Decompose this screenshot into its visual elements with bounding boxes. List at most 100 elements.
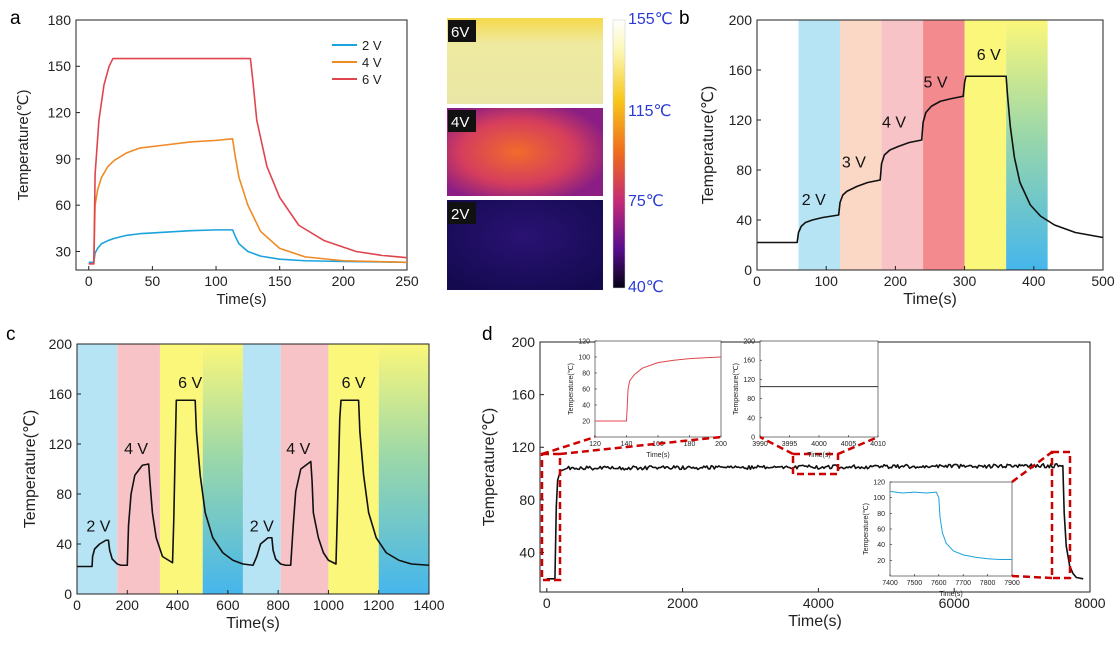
band-5: [281, 344, 329, 594]
x-axis-label: Time(s): [788, 613, 842, 630]
y-tick-label: 60: [55, 197, 71, 213]
thermal-label-2v: 2V: [451, 206, 469, 223]
y-tick-label: 200: [743, 338, 755, 345]
series-line-4v: [89, 139, 407, 264]
y-tick-label: 160: [729, 62, 753, 78]
thermal-label-6v: 6V: [451, 24, 469, 41]
x-tick-label: 0: [73, 597, 81, 613]
panel-label-a: a: [10, 8, 21, 29]
y-axis-label: Temperature(℃): [15, 89, 32, 200]
band-3: [923, 20, 965, 270]
panel-label-d: d: [482, 324, 493, 345]
x-tick-label: 2000: [667, 595, 698, 611]
x-tick-label: 200: [116, 597, 140, 613]
x-tick-label: 1000: [313, 597, 344, 613]
band-7: [379, 344, 429, 594]
connector-line: [1012, 576, 1052, 578]
inset-background: [595, 341, 721, 437]
x-axis-label: Time(s): [226, 615, 280, 632]
inset-chart-1: 120 140 160 180 20020406080100120Time(s)Temp…: [568, 338, 727, 459]
x-tick-label: 0: [543, 595, 551, 611]
y-tick-label: 120: [873, 479, 885, 486]
y-tick-label: 80: [519, 492, 535, 508]
x-tick-label: 7900: [1004, 580, 1020, 587]
x-tick-label: 4010: [870, 441, 886, 448]
voltage-annotation: 2 V: [86, 519, 110, 536]
x-tick-label: 100: [204, 273, 228, 289]
band-0: [799, 20, 841, 270]
y-tick-label: 120: [512, 439, 536, 455]
x-tick-label: 500: [1091, 273, 1115, 289]
y-tick-label: 120: [729, 112, 753, 128]
y-tick-label: 80: [747, 396, 755, 403]
voltage-annotation: 3 V: [842, 155, 866, 172]
voltage-annotation: 6 V: [977, 47, 1001, 64]
inset-background: [890, 482, 1012, 576]
y-tick-label: 90: [55, 151, 71, 167]
y-tick-label: 20: [582, 418, 590, 425]
x-tick-label: 4000: [811, 441, 827, 448]
x-axis-label: Time(s): [646, 452, 669, 459]
y-tick-label: 120: [743, 377, 755, 384]
x-tick-label: 7500: [907, 580, 923, 587]
x-tick-label: 3995: [782, 441, 798, 448]
voltage-annotation: 6 V: [178, 375, 202, 392]
voltage-annotation: 5 V: [924, 75, 948, 92]
highlight-box-end: [1052, 452, 1070, 578]
y-tick-label: 60: [582, 386, 590, 393]
panel-label-b: b: [679, 8, 690, 29]
y-tick-label: 160: [512, 387, 536, 403]
x-tick-label: 0: [85, 273, 93, 289]
y-axis-label: Temperature(℃): [863, 503, 870, 555]
voltage-annotation: 6 V: [342, 375, 366, 392]
chart-panel-d: 0 2000 4000 6000 80004080120160200Time(s)Tem…: [481, 334, 1106, 630]
chart-panel-b: 0 100 200 300 400 50004080120160200Time(s)Tem…: [700, 12, 1115, 308]
inset-chart-3: 7400 7500 7600 7700 7800 7900 20 40 60 80 100 120 Ti…: [863, 479, 1020, 598]
inset-background: [760, 341, 878, 437]
colorbar-label-min: 40℃: [628, 279, 664, 296]
x-axis-label: Time(s): [807, 452, 830, 459]
x-tick-label: 200: [884, 273, 908, 289]
band-1: [840, 20, 882, 270]
y-tick-label: 40: [877, 542, 885, 549]
thermal-images: 6V 4V 2V 155℃ 115℃ 75℃ 40℃: [447, 11, 673, 296]
y-tick-label: 180: [48, 12, 72, 28]
legend-label: 2 V: [362, 38, 382, 53]
x-tick-label: 800: [266, 597, 290, 613]
colorbar-label-115: 115℃: [628, 103, 672, 120]
x-tick-label: 400: [166, 597, 190, 613]
y-tick-label: 160: [49, 386, 73, 402]
x-tick-label: 180: [684, 441, 696, 448]
colorbar-label-75: 75℃: [628, 193, 664, 210]
plot-frame: [76, 20, 407, 270]
x-tick-label: 3990: [752, 441, 768, 448]
legend-label: 4 V: [362, 55, 382, 70]
y-tick-label: 20: [877, 558, 885, 565]
y-tick-label: 120: [578, 338, 590, 345]
y-axis-label: Temperature(℃): [22, 410, 39, 528]
x-tick-label: 300: [953, 273, 977, 289]
x-tick-label: 50: [145, 273, 161, 289]
series-line-2v: [89, 230, 407, 262]
x-tick-label: 1400: [413, 597, 444, 613]
y-tick-label: 40: [736, 212, 752, 228]
x-tick-label: 0: [753, 273, 761, 289]
x-tick-label: 1200: [363, 597, 394, 613]
x-tick-label: 7600: [931, 580, 947, 587]
y-tick-label: 0: [64, 586, 72, 602]
y-tick-label: 0: [744, 262, 752, 278]
x-tick-label: 200: [332, 273, 356, 289]
x-tick-label: 150: [268, 273, 292, 289]
band-3: [203, 344, 243, 594]
voltage-annotation: 2 V: [250, 519, 274, 536]
voltage-annotation: 2 V: [802, 192, 826, 209]
series-line-6v: [89, 59, 407, 264]
x-axis-label: Time(s): [939, 591, 962, 598]
y-tick-label: 200: [512, 334, 536, 350]
y-axis-label: Temperature(℃): [481, 408, 498, 526]
inset-chart-2: 3990 3995 4000 4005 4010 0 40 80 120 160 200 Time(s…: [733, 338, 886, 459]
x-tick-label: 200: [715, 441, 727, 448]
y-tick-label: 100: [578, 354, 590, 361]
y-tick-label: 200: [49, 336, 73, 352]
y-tick-label: 40: [747, 415, 755, 422]
